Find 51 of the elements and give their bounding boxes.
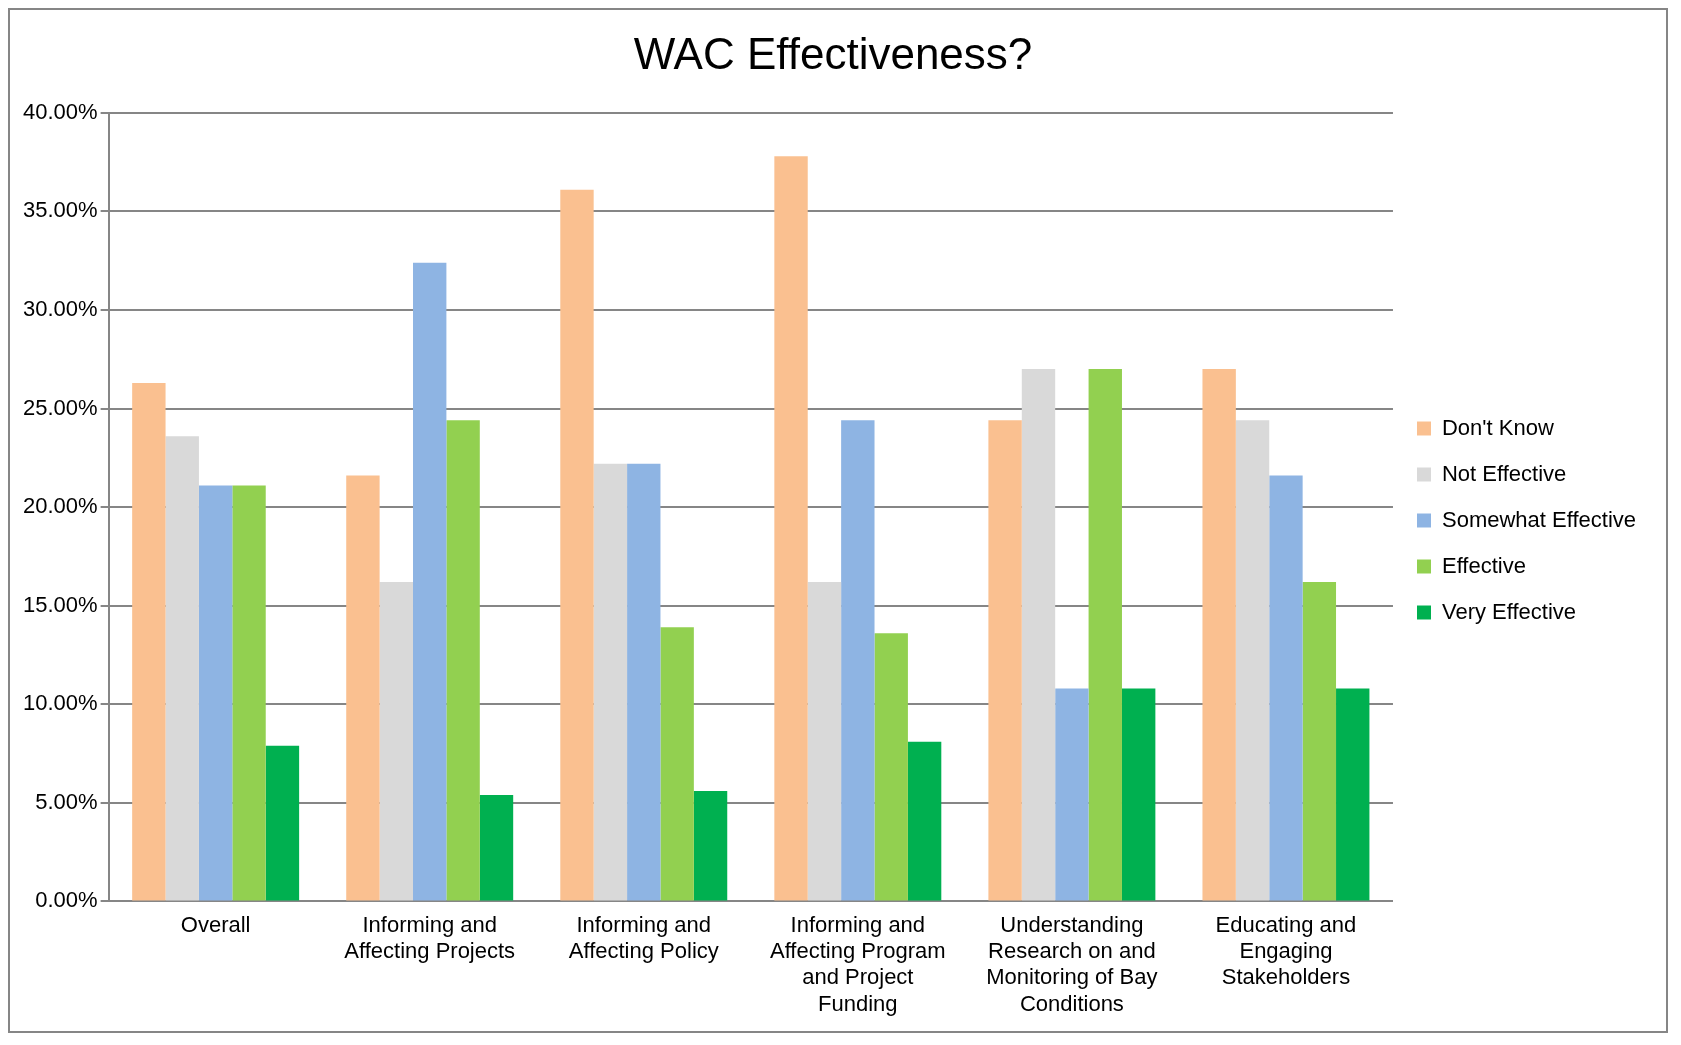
- y-tick-label: 25.00%: [22, 394, 98, 420]
- y-tick-label: 0.00%: [35, 887, 98, 913]
- bar: [660, 627, 694, 901]
- legend-label: Effective: [1441, 552, 1526, 578]
- bar: [874, 633, 908, 901]
- bar: [1302, 582, 1337, 901]
- bar: [1055, 688, 1089, 901]
- bar: [1021, 369, 1056, 901]
- x-tick-label: Informing and Affecting Policy: [568, 911, 719, 964]
- x-tick-label: Informing and Affecting Projects: [344, 911, 516, 964]
- bar: [907, 741, 942, 901]
- bar: [1235, 420, 1270, 901]
- y-tick-label: 20.00%: [22, 493, 98, 519]
- bar: [198, 485, 233, 901]
- legend-label: Don't Know: [1441, 414, 1554, 440]
- bar: [132, 382, 166, 901]
- bar: [165, 436, 199, 901]
- y-tick-label: 10.00%: [22, 690, 98, 716]
- bar: [807, 582, 842, 901]
- y-tick-label: 30.00%: [22, 296, 98, 322]
- bar: [413, 262, 447, 901]
- legend-label: Somewhat Effective: [1441, 506, 1637, 532]
- bar: [1088, 369, 1122, 901]
- legend-label: Not Effective: [1441, 460, 1567, 486]
- x-tick-label: Overall: [180, 911, 251, 937]
- bar: [1202, 369, 1236, 901]
- bar: [379, 582, 414, 901]
- x-tick-label: Informing and Affecting Program and Project Funding: [769, 911, 946, 1016]
- y-tick-label: 15.00%: [22, 591, 98, 617]
- bar: [232, 485, 266, 901]
- bar: [693, 791, 728, 901]
- bar: [774, 156, 808, 901]
- bar: [479, 794, 514, 901]
- bar: [446, 420, 480, 901]
- y-tick-label: 40.00%: [22, 98, 98, 124]
- bar: [593, 463, 628, 901]
- y-tick-label: 35.00%: [22, 197, 98, 223]
- chart-title: WAC Effectiveness?: [633, 28, 1033, 78]
- x-tick-label: Educating and Engaging Stakeholders: [1215, 911, 1357, 990]
- bar: [1336, 688, 1370, 901]
- y-tick-label: 5.00%: [35, 788, 98, 814]
- bar: [1121, 688, 1156, 901]
- bar: [627, 463, 661, 901]
- x-tick-label: Understanding Research on and Monitoring of Bay Conditions: [986, 911, 1158, 1016]
- bar: [841, 420, 875, 901]
- bar: [346, 475, 380, 901]
- bar: [265, 745, 300, 901]
- bar: [560, 189, 594, 901]
- bar: [988, 420, 1022, 901]
- legend-label: Very Effective: [1441, 598, 1577, 624]
- bar: [1269, 475, 1303, 901]
